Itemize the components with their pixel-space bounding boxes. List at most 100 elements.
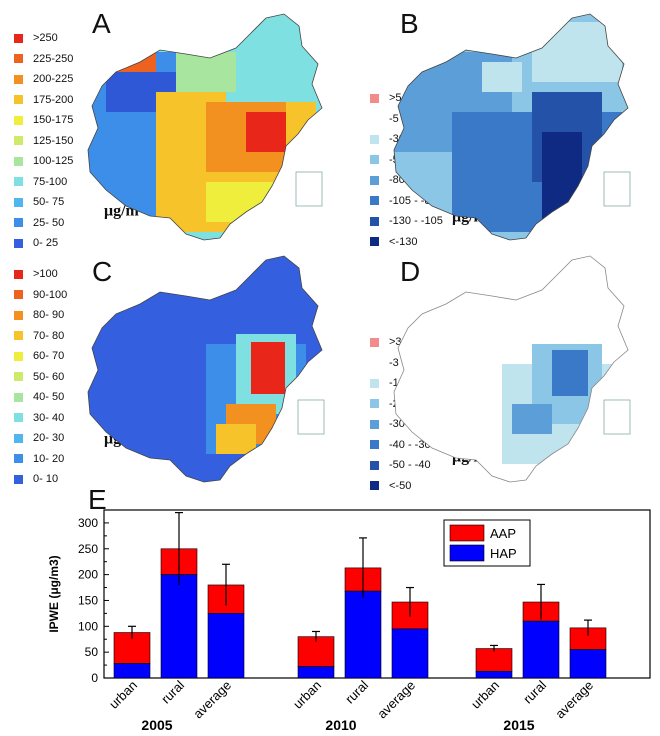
legend-item-b: <-130	[370, 232, 443, 253]
legend-label: >3	[389, 336, 402, 348]
legend-item-c: 50- 60	[14, 367, 67, 388]
legend-swatch	[14, 351, 23, 361]
y-tick-label: 300	[78, 516, 98, 530]
year-label: 2010	[325, 717, 356, 733]
bar-hap	[297, 666, 335, 679]
map-hap-2005	[87, 255, 325, 483]
legend-swatch	[14, 474, 23, 484]
legend-swatch	[370, 216, 379, 226]
panel-a: A >250 225-250 200-225 175-200 150-175 125-15…	[0, 0, 330, 250]
legend-label: 50- 75	[33, 196, 65, 208]
legend-label: >100	[33, 268, 58, 280]
panel-c: C >100 90-100 80- 90 70- 80 60- 70 50- 60 40- …	[0, 250, 330, 490]
legend-label: 80- 90	[33, 309, 65, 321]
y-tick-label: 0	[91, 671, 98, 685]
bar-aap	[475, 648, 513, 672]
map-inset	[297, 399, 325, 435]
legend-label: 40- 50	[33, 391, 65, 403]
legend-label-aap: AAP	[490, 526, 516, 541]
legend-swatch	[370, 358, 379, 368]
legend-item-b: -130 - -105	[370, 211, 443, 232]
legend-swatch	[14, 310, 23, 320]
legend-swatch	[14, 74, 23, 84]
bar-hap	[160, 574, 198, 679]
x-category-label: average	[374, 678, 418, 722]
legend-item-a: 225-250	[14, 49, 73, 70]
legend-swatch	[14, 454, 23, 464]
legend-label: 30- 40	[33, 411, 65, 424]
legend-swatch	[370, 175, 379, 185]
legend-item-a: 150-175	[14, 110, 73, 131]
map-inset	[603, 171, 631, 207]
legend-item-d: -50 - -40	[370, 455, 431, 476]
panel-c-legend: >100 90-100 80- 90 70- 80 60- 70 50- 60 40- 50…	[14, 264, 67, 490]
legend-swatch-aap	[449, 524, 485, 542]
panel-a-letter: A	[92, 8, 111, 39]
year-label: 2005	[141, 717, 172, 733]
bar-hap	[344, 590, 382, 679]
legend-item-d: >3	[370, 332, 431, 353]
legend-item-b: >5	[370, 88, 443, 109]
legend-swatch	[14, 156, 23, 166]
y-axis-label: IPWE (μg/m3)	[47, 555, 61, 632]
bar-hap	[522, 620, 560, 679]
legend-label: >5	[389, 92, 402, 104]
legend-label: 175-200	[33, 93, 74, 106]
panel-e-letter: E	[88, 484, 107, 515]
x-category-label: urban	[290, 678, 324, 712]
legend-label: <-50	[389, 479, 412, 492]
x-category-label: average	[190, 678, 234, 722]
legend-swatch	[14, 238, 23, 248]
legend-swatch	[14, 269, 23, 279]
bar-hap	[113, 663, 151, 679]
legend-label: -130 - -105	[389, 215, 443, 227]
bar-hap	[207, 613, 245, 679]
y-tick-label: 50	[85, 645, 99, 659]
legend-item-c: 40- 50	[14, 387, 67, 408]
legend-label: 75-100	[33, 175, 68, 188]
legend-item-c: 60- 70	[14, 346, 67, 367]
panel-b: B >5-5 - 5-30 - -5-55 - -30-80 - -55-105…	[330, 0, 660, 250]
legend-item-a: 175-200	[14, 90, 73, 111]
bar-hap	[391, 628, 429, 679]
legend-swatch	[370, 93, 379, 103]
y-tick-label: 250	[78, 542, 98, 556]
x-category-label: average	[552, 678, 596, 722]
legend-swatch	[370, 337, 379, 347]
panel-d-letter: D	[400, 256, 421, 287]
legend-swatch	[14, 413, 23, 423]
map-inset	[295, 171, 323, 207]
legend-label: 25- 50	[33, 216, 65, 229]
panel-c-letter: C	[92, 256, 113, 287]
legend-swatch	[14, 290, 23, 300]
legend-item-a: 125-150	[14, 131, 73, 152]
x-category-label: urban	[106, 678, 140, 712]
legend-swatch	[370, 196, 379, 206]
map-inset	[603, 399, 631, 435]
legend-item-a: 200-225	[14, 69, 73, 90]
legend-label: -40 - -30	[389, 438, 431, 451]
legend-swatch	[14, 433, 23, 443]
y-tick-label: 150	[78, 593, 98, 607]
legend-label: 200-225	[33, 73, 74, 85]
legend-item-d: <-50	[370, 476, 431, 497]
legend-swatch	[370, 419, 379, 429]
legend-item-c: 80- 90	[14, 305, 67, 326]
legend-swatch	[14, 372, 23, 382]
legend-swatch	[370, 237, 379, 247]
legend-item-a: >250	[14, 28, 73, 49]
legend-label: 100-125	[33, 155, 74, 167]
legend-item-c: 70- 80	[14, 326, 67, 347]
legend-swatch-hap	[449, 544, 485, 562]
legend-item-d: -40 - -30	[370, 435, 431, 456]
panel-b-letter: B	[400, 8, 419, 39]
legend-label: 70- 80	[33, 329, 65, 342]
legend-label: 150-175	[33, 114, 74, 126]
legend-swatch	[14, 392, 23, 402]
legend-swatch	[14, 115, 23, 125]
legend-label: <-130	[389, 235, 418, 248]
bar-hap	[475, 670, 513, 679]
legend-item-c: 0- 10	[14, 469, 67, 490]
y-tick-label: 100	[78, 619, 98, 633]
legend-label: -50 - -40	[389, 459, 431, 471]
